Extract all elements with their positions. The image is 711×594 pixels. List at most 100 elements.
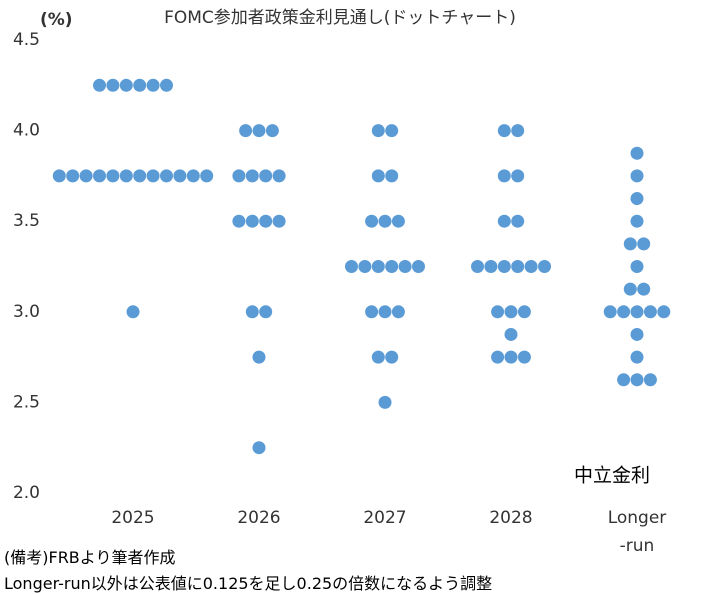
y-tick-label: 2.0 [13, 483, 40, 503]
dot [630, 146, 644, 160]
dot [133, 78, 147, 92]
dot [497, 124, 511, 138]
dot [106, 169, 120, 183]
x-tick-label: 2028 [489, 508, 533, 528]
dot [93, 78, 106, 92]
dot [272, 169, 286, 183]
dot [146, 169, 160, 183]
dot [259, 169, 273, 183]
dot [93, 169, 106, 183]
dot [126, 305, 140, 319]
dot [146, 78, 160, 92]
dot [252, 350, 266, 364]
y-tick-label: 3.0 [13, 302, 40, 322]
dot [371, 260, 385, 273]
dot [471, 260, 484, 273]
dot [245, 214, 259, 228]
dot [106, 78, 120, 92]
x-tick-label: Longer -run [607, 508, 667, 556]
dot [385, 169, 399, 183]
dot [252, 441, 266, 455]
dot [603, 305, 617, 319]
chart-title: FOMC参加者政策金利見通し(ドットチャート) [164, 8, 516, 28]
dot [637, 282, 651, 296]
dot [119, 78, 133, 92]
dot [160, 78, 173, 92]
dot [491, 350, 505, 364]
dot [245, 305, 259, 319]
dot [538, 260, 551, 273]
dot [630, 350, 644, 364]
dot [52, 169, 66, 183]
dot [365, 214, 379, 228]
dot [504, 305, 518, 319]
dot [385, 260, 399, 273]
dot [79, 169, 93, 183]
annotation: 中立金利 [574, 465, 650, 487]
note: (備考)FRBより筆者作成 [4, 548, 176, 567]
dot [385, 124, 399, 138]
dot [265, 124, 279, 138]
dot [200, 169, 214, 183]
dot [259, 214, 273, 228]
dot [504, 350, 518, 364]
dot [623, 282, 637, 296]
dot [160, 169, 173, 183]
dot [643, 373, 657, 387]
dot [378, 214, 392, 228]
dot [511, 124, 525, 138]
dot [511, 214, 525, 228]
dot [391, 305, 405, 319]
dot [358, 260, 372, 273]
dot [378, 305, 392, 319]
dot [511, 169, 525, 183]
dot [617, 373, 631, 387]
dot [497, 169, 511, 183]
dot [385, 350, 399, 364]
dot [371, 124, 385, 138]
dot [524, 260, 538, 273]
dot [398, 260, 412, 273]
dot [232, 214, 246, 228]
dot [365, 305, 379, 319]
dot [119, 169, 133, 183]
dot [630, 169, 644, 183]
dot [497, 260, 511, 273]
y-tick-label: 3.5 [13, 211, 40, 231]
dot [617, 305, 631, 319]
dot [412, 260, 425, 273]
dot [378, 395, 392, 409]
x-tick-label: 2027 [363, 508, 407, 528]
x-tick-label: 2025 [111, 508, 155, 528]
dot [497, 214, 511, 228]
note: Longer-run以外は公表値に0.125を足し0.25の倍数になるよう調整 [4, 574, 493, 593]
dot [643, 305, 657, 319]
dot [504, 327, 518, 341]
dot [391, 214, 405, 228]
y-tick-label: 2.5 [13, 392, 40, 412]
dot [623, 237, 637, 251]
dot [484, 260, 498, 273]
dot [517, 350, 531, 364]
dot [630, 327, 644, 341]
dot [173, 169, 187, 183]
dot [186, 169, 200, 183]
dot [245, 169, 259, 183]
dot [630, 260, 644, 273]
dot [66, 169, 80, 183]
dot [517, 305, 531, 319]
dot [511, 260, 525, 273]
y-axis-label: (%) [40, 10, 73, 30]
dot [259, 305, 273, 319]
y-tick-label: 4.5 [13, 30, 40, 50]
dot [637, 237, 651, 251]
dot [252, 124, 266, 138]
dot [630, 192, 644, 206]
dot [630, 214, 644, 228]
dot [239, 124, 253, 138]
dot [657, 305, 671, 319]
dot [371, 169, 385, 183]
dot [630, 305, 644, 319]
